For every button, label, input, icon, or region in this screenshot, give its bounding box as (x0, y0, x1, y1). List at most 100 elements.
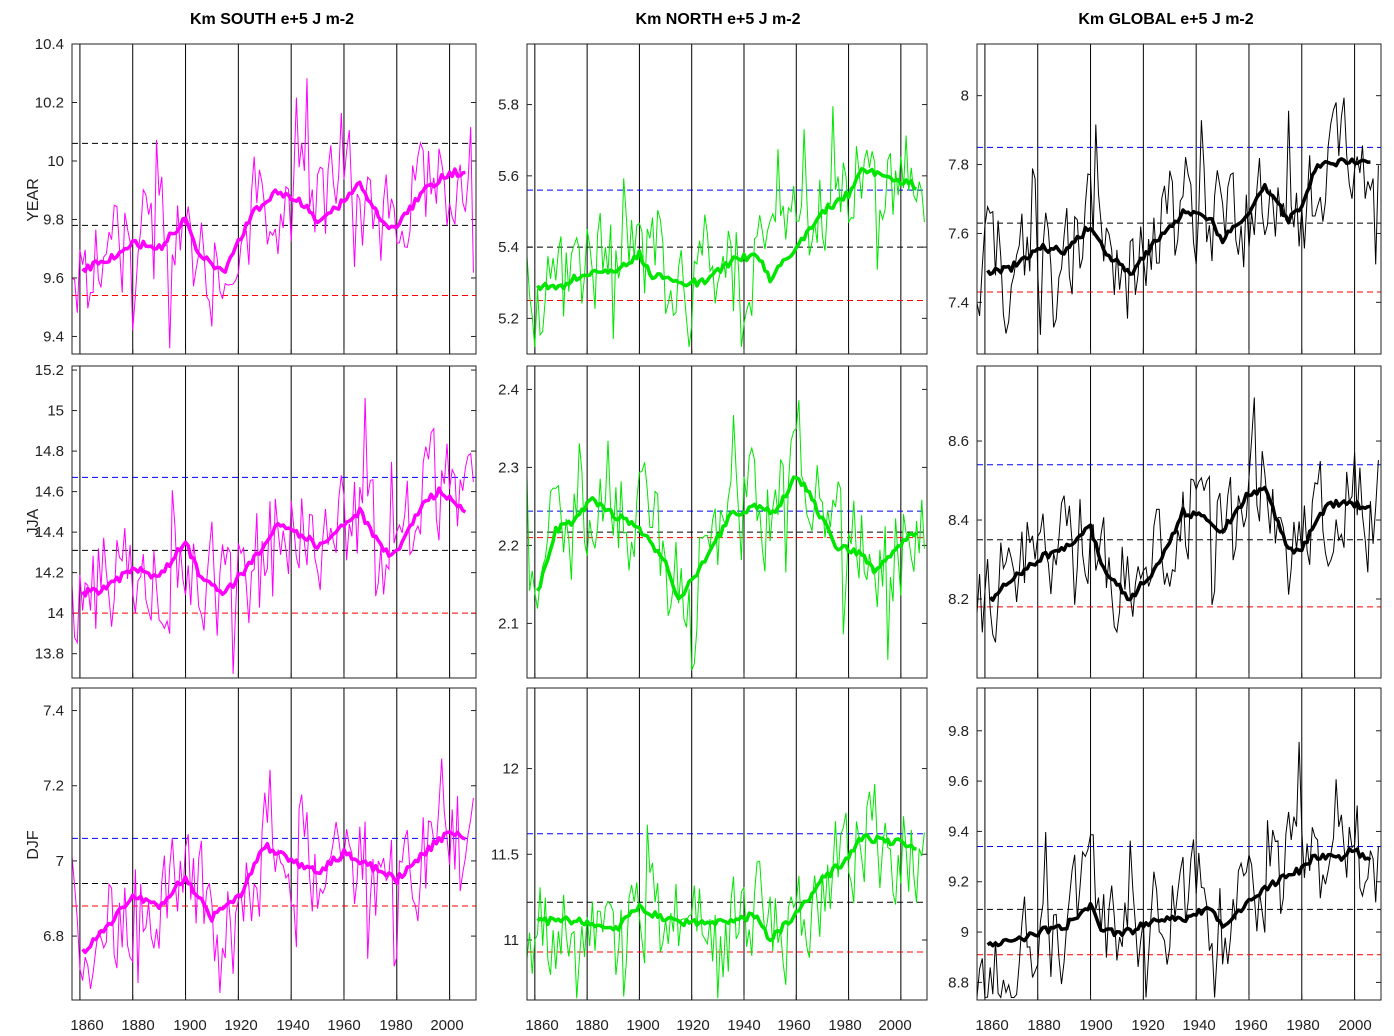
x-tick-label: 1980 (1286, 1017, 1319, 1034)
column-title-north: Km NORTH e+5 J m-2 (636, 11, 801, 28)
y-tick-label: 14.4 (35, 524, 64, 541)
series-raw (977, 397, 1379, 643)
panel-frame (71, 687, 477, 1001)
plot-area (977, 397, 1381, 643)
x-axis-labels-south: 1860 1880 1900 1920 1940 1960 1980 2000 (70, 1017, 463, 1034)
x-tick-label: 1900 (173, 1017, 206, 1034)
series-smoothed (81, 486, 467, 598)
y-tick-label: 9.6 (43, 270, 64, 287)
panel-year-north: 5.2 5.4 5.6 5.8 (498, 43, 928, 355)
y-tick-label: 9.8 (948, 723, 969, 740)
plot-area (977, 741, 1381, 999)
series-raw (527, 784, 925, 999)
x-tick-label: 1920 (1131, 1017, 1164, 1034)
series-raw (527, 106, 925, 347)
series-smoothed (536, 475, 918, 601)
y-tick-label: 8 (961, 88, 969, 105)
x-tick-label: 1940 (1182, 1017, 1215, 1034)
plot-area (977, 97, 1381, 335)
y-tick-label: 10.2 (35, 94, 64, 111)
series-raw (72, 758, 474, 994)
y-tick-label: 5.6 (498, 168, 519, 185)
y-tick-label: 10 (47, 153, 64, 170)
series-smoothed (986, 157, 1371, 276)
x-tick-label: 1940 (727, 1017, 760, 1034)
x-tick-label: 1980 (828, 1017, 861, 1034)
y-tick-label: 8.4 (948, 512, 969, 529)
y-tick-label: 7.8 (948, 157, 969, 174)
panel-frame (976, 687, 1382, 1001)
x-tick-label: 1860 (975, 1017, 1008, 1034)
row-label-djf: DJF (25, 830, 42, 860)
y-tick-label: 11.5 (491, 846, 519, 863)
series-smoothed (81, 830, 466, 955)
y-tick-label: 7.6 (948, 225, 969, 242)
y-tick-label: 2.4 (498, 381, 519, 398)
panel-djf-south: 6.8 7 7.2 7.4 (43, 687, 477, 1001)
y-tick-label: 6.8 (43, 928, 64, 945)
x-tick-label: 1880 (575, 1017, 608, 1034)
y-tick-label: 15.2 (35, 362, 64, 379)
y-tick-label: 7.4 (43, 703, 64, 720)
plot-area (72, 78, 476, 349)
series-smoothed (81, 167, 466, 274)
x-tick-label: 1960 (327, 1017, 360, 1034)
panel-year-south: 9.4 9.6 9.8 10 10.2 10.4 (35, 36, 477, 355)
y-tick-label: 9.8 (43, 211, 64, 228)
x-tick-label: 1920 (224, 1017, 257, 1034)
x-tick-label: 1960 (777, 1017, 810, 1034)
y-tick-label: 14 (47, 605, 64, 622)
y-tick-label: 8.6 (948, 433, 969, 450)
y-tick-label: 2.2 (498, 537, 519, 554)
row-label-jja: JJA (25, 508, 42, 535)
panel-year-global: 7.4 7.6 7.8 8 (948, 43, 1382, 355)
series-smoothed (536, 833, 917, 943)
panel-frame (976, 365, 1382, 679)
panel-jja-south: 13.8 14 14.2 14.4 14.6 14.8 15 15.2 (35, 362, 477, 679)
plot-area (527, 106, 927, 347)
plot-area (527, 784, 927, 999)
series-smoothed (986, 847, 1372, 948)
y-tick-label: 2.1 (498, 615, 519, 632)
column-title-global: Km GLOBAL e+5 J m-2 (1078, 11, 1253, 28)
x-tick-label: 2000 (430, 1017, 463, 1034)
y-tick-label: 9.4 (948, 823, 969, 840)
y-tick-label: 10.4 (35, 36, 64, 53)
y-tick-label: 7 (56, 853, 64, 870)
y-tick-label: 2.3 (498, 459, 519, 476)
x-tick-label: 1860 (525, 1017, 558, 1034)
panel-frame (71, 365, 477, 679)
series-raw (977, 741, 1379, 999)
panel-frame (526, 43, 928, 355)
row-label-year: YEAR (25, 178, 42, 222)
x-tick-label: 1880 (121, 1017, 154, 1034)
panel-frame (526, 365, 928, 679)
y-tick-label: 7.2 (43, 778, 64, 795)
column-title-south: Km SOUTH e+5 J m-2 (190, 11, 354, 28)
y-tick-label: 15 (47, 403, 64, 420)
y-tick-label: 5.8 (498, 97, 519, 114)
y-tick-label: 9.6 (948, 773, 969, 790)
y-tick-label: 14.8 (35, 443, 64, 460)
x-tick-label: 1900 (626, 1017, 659, 1034)
panel-djf-north: 11 11.5 12 (491, 687, 928, 1001)
plot-area (72, 758, 476, 994)
y-tick-label: 9.4 (43, 328, 64, 345)
panel-jja-global: 8.2 8.4 8.6 (948, 365, 1382, 679)
series-raw (527, 400, 925, 671)
x-tick-label: 2000 (1338, 1017, 1371, 1034)
series-raw (72, 397, 474, 674)
y-tick-label: 14.6 (35, 484, 64, 501)
x-tick-label: 1900 (1079, 1017, 1112, 1034)
x-tick-label: 1860 (70, 1017, 103, 1034)
y-tick-label: 5.2 (498, 310, 519, 327)
y-tick-label: 5.4 (498, 239, 519, 256)
x-tick-label: 1940 (276, 1017, 309, 1034)
y-tick-label: 9.2 (948, 874, 969, 891)
panel-frame (976, 43, 1382, 355)
plot-area (72, 397, 476, 674)
panel-frame (71, 43, 477, 355)
panel-djf-global: 8.8 9 9.2 9.4 9.6 9.8 (948, 687, 1382, 1001)
y-tick-label: 12 (502, 761, 519, 778)
